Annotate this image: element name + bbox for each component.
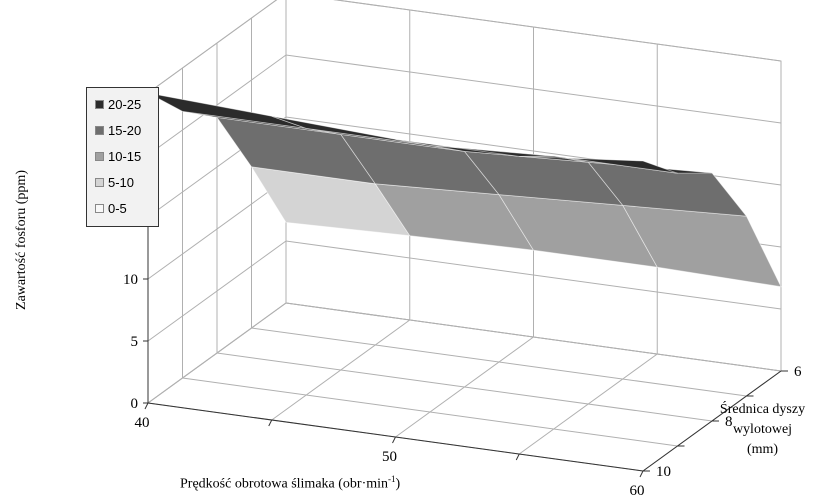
surface-plot xyxy=(147,92,782,288)
legend-label: 15-20 xyxy=(108,122,142,138)
x-tick xyxy=(515,453,520,461)
z-tick-label: 0 xyxy=(131,396,139,412)
legend-swatch xyxy=(95,125,104,135)
legend-swatch xyxy=(95,99,104,109)
legend-item-5-10: 5-10 xyxy=(95,173,134,191)
legend-item-15-20: 15-20 xyxy=(95,121,141,139)
x-axis-title: Prędkość obrotowa ślimaka (obr·min-1) xyxy=(180,474,400,493)
y-tick-label: 6 xyxy=(794,364,802,380)
x-tick-label: 40 xyxy=(135,415,150,431)
floor-gridline xyxy=(182,377,678,447)
legend-label: 5-10 xyxy=(108,174,135,190)
legend-item-0-5: 0-5 xyxy=(95,199,127,217)
x-tick-label: 60 xyxy=(630,483,645,499)
floor-gridline xyxy=(251,327,747,397)
x-tick-label: 50 xyxy=(382,449,397,465)
z-tick-label: 5 xyxy=(131,334,139,350)
surface-patch xyxy=(519,155,678,174)
y-axis-title-line-2: wylotowej xyxy=(732,422,793,437)
x-tick xyxy=(144,402,149,410)
x-axis-title-text: Prędkość obrotowa ślimaka (obr·min xyxy=(180,476,389,492)
x-tick xyxy=(268,419,273,427)
y-tick-label: 8 xyxy=(725,414,733,430)
x-axis-title-end: ) xyxy=(395,476,401,492)
legend: 20-25 15-20 10-15 5-10 0-5 xyxy=(86,87,159,227)
floor-gridline xyxy=(216,352,713,422)
legend-label: 20-25 xyxy=(108,96,142,112)
z-tick-label: 10 xyxy=(123,272,138,288)
y-tick-label: 10 xyxy=(656,464,671,480)
y-axis-title: Średnica dyszy wylotowej (mm) xyxy=(705,400,820,460)
legend-item-20-25: 20-25 xyxy=(95,95,141,113)
legend-swatch xyxy=(95,177,104,187)
y-axis-title-line-3: (mm) xyxy=(746,442,779,457)
legend-label: 10-15 xyxy=(108,148,142,164)
z-gridline xyxy=(147,0,782,94)
surface-patch xyxy=(622,204,782,288)
z-axis-title-text: Zawartość fosforu (ppm) xyxy=(14,170,29,310)
legend-item-10-15: 10-15 xyxy=(95,147,141,165)
x-tick xyxy=(392,436,396,444)
legend-swatch xyxy=(95,151,104,161)
legend-swatch xyxy=(95,203,104,213)
legend-label: 0-5 xyxy=(108,200,127,216)
x-tick xyxy=(639,470,644,478)
floor-gridline xyxy=(285,302,782,372)
x-axis-title-sup: -1 xyxy=(388,474,396,484)
y-axis-title-line-1: Średnica dyszy xyxy=(719,402,806,417)
